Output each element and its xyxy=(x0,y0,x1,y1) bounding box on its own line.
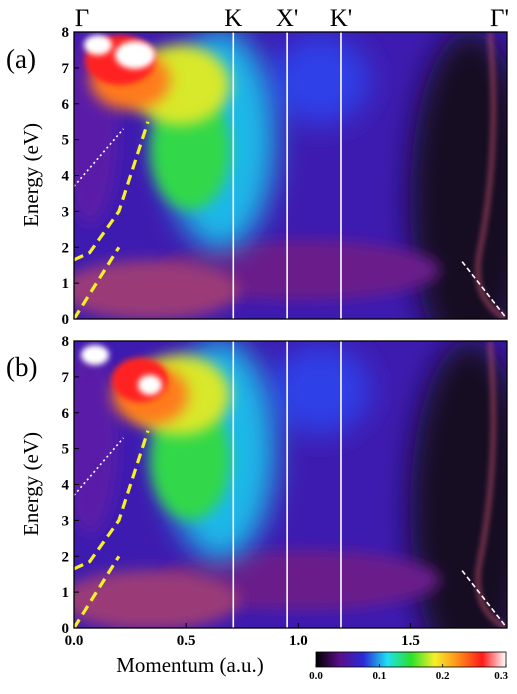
guide-line-b-3 xyxy=(461,570,508,629)
y-tick-label-b-3: 3 xyxy=(62,513,70,529)
guide-line-b-1 xyxy=(72,555,121,629)
x-tick-label-2: 1.0 xyxy=(289,633,308,649)
colorbar-tick-label-3: 0.3 xyxy=(494,670,508,682)
guide-lines-a xyxy=(72,121,508,320)
y-axis-title-b: Energy (eV) xyxy=(19,432,43,536)
panel-a: 0 1 2 3 4 5 6 7 8 (a) Energy (eV) xyxy=(6,25,508,328)
panel-label-b: (b) xyxy=(6,352,37,382)
colorbar-tick-label-2: 0.2 xyxy=(436,670,450,682)
y-tick-label-b-2: 2 xyxy=(62,549,70,565)
kpoint-label-1: K xyxy=(224,5,242,32)
kpoint-label-2: X' xyxy=(276,5,299,32)
y-tick-label-a-5: 5 xyxy=(62,133,70,149)
y-tick-label-b-0: 0 xyxy=(62,621,70,637)
colorbar-gradient xyxy=(315,651,507,668)
colorbar-ticks: 0.0 0.1 0.2 0.3 xyxy=(309,664,509,682)
guide-line-a-3 xyxy=(461,261,508,320)
spectral-heatmap-a xyxy=(74,32,507,319)
kpoint-label-0: Γ xyxy=(75,5,89,32)
y-tick-label-a-1: 1 xyxy=(62,276,70,292)
guide-lines-b xyxy=(72,430,508,629)
colorbar-tick-label-1: 0.1 xyxy=(372,670,386,682)
guide-line-a-1 xyxy=(72,246,121,320)
colorbar-tick-label-0: 0.0 xyxy=(309,670,323,682)
y-tick-label-a-2: 2 xyxy=(62,240,70,256)
x-tick-label-0: 0.0 xyxy=(65,633,84,649)
y-tick-label-a-3: 3 xyxy=(62,204,70,220)
x-ticks: 0.0 0.5 1.0 1.5 xyxy=(65,623,420,649)
y-tick-label-b-1: 1 xyxy=(62,585,70,601)
y-tick-label-b-5: 5 xyxy=(62,442,70,458)
kpoint-labels: Γ K X' K' Γ' xyxy=(75,5,509,32)
x-axis-title: Momentum (a.u.) xyxy=(116,653,264,677)
guide-line-b-0 xyxy=(73,430,150,571)
y-tick-label-b-6: 6 xyxy=(62,406,70,422)
y-ticks-b: 0 1 2 3 4 5 6 7 8 xyxy=(62,334,79,637)
kpoint-label-4: Γ' xyxy=(490,5,509,32)
y-tick-label-a-0: 0 xyxy=(62,312,70,328)
y-tick-label-b-8: 8 xyxy=(62,334,70,350)
colorbar: 0.0 0.1 0.2 0.3 xyxy=(309,651,509,682)
high-symmetry-lines-a xyxy=(232,32,342,319)
kpoint-label-3: K' xyxy=(330,5,353,32)
y-ticks-a: 0 1 2 3 4 5 6 7 8 xyxy=(62,25,79,328)
spectral-heatmap-b xyxy=(74,341,507,628)
y-tick-label-a-7: 7 xyxy=(62,61,70,77)
y-tick-label-a-8: 8 xyxy=(62,25,70,41)
guide-line-a-0 xyxy=(73,121,150,262)
high-symmetry-lines-b xyxy=(232,341,342,628)
x-tick-label-1: 0.5 xyxy=(177,633,196,649)
y-tick-label-a-4: 4 xyxy=(62,169,70,185)
y-tick-label-b-7: 7 xyxy=(62,370,70,386)
y-axis-title-a: Energy (eV) xyxy=(19,123,43,227)
y-tick-label-b-4: 4 xyxy=(62,478,70,494)
panel-b: 0 1 2 3 4 5 6 7 8 (b) Energy (eV) xyxy=(6,334,508,637)
panel-label-a: (a) xyxy=(6,44,36,74)
y-tick-label-a-6: 6 xyxy=(62,97,70,113)
x-tick-label-3: 1.5 xyxy=(401,633,420,649)
